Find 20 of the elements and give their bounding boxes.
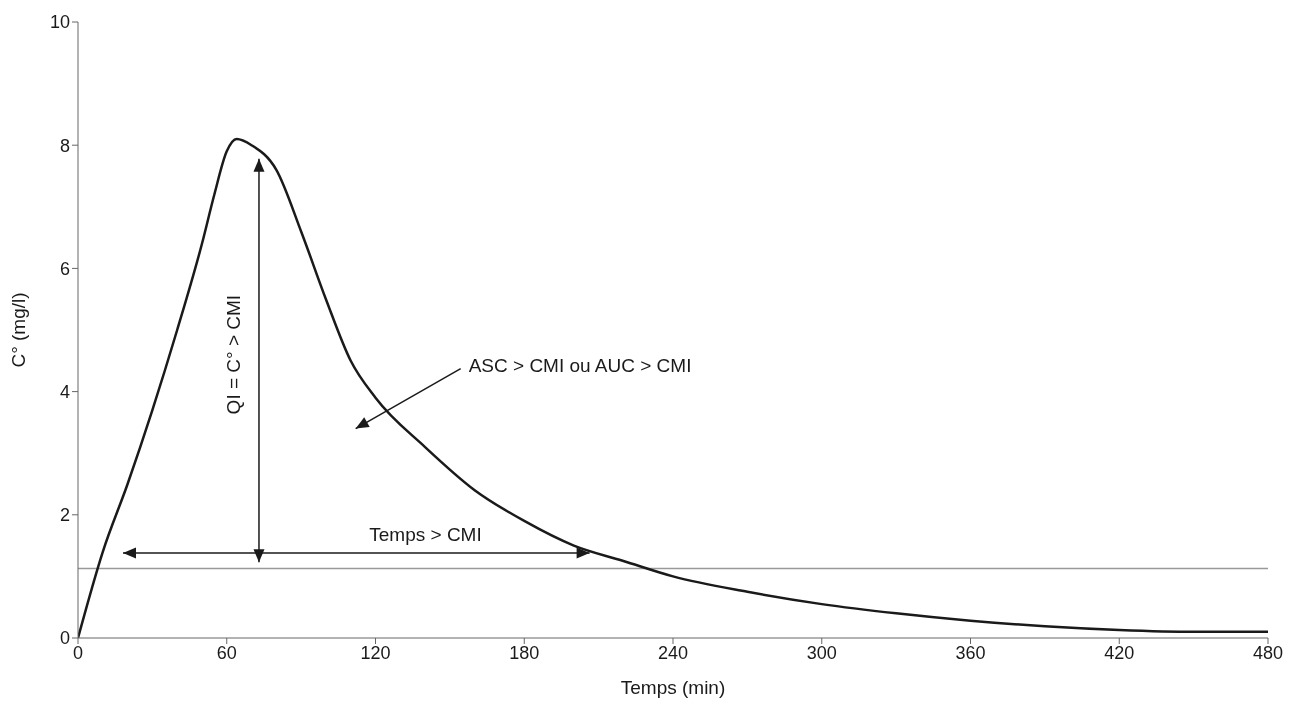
x-tick-label: 240: [657, 642, 689, 663]
x-axis-title: Temps (min): [620, 677, 726, 698]
x-tick-label: 60: [216, 642, 237, 663]
x-tick-label: 120: [360, 642, 391, 663]
annotation: QI = C° > CMI: [222, 294, 244, 415]
x-tick-label: 180: [509, 642, 540, 663]
annotation: Temps > CMI: [369, 523, 482, 545]
y-tick-label: 4: [59, 381, 70, 402]
y-axis-title: C° (mg/l): [7, 292, 29, 368]
x-tick-label: 300: [806, 642, 837, 663]
y-tick-label: 2: [59, 505, 70, 526]
x-tick-label: 420: [1104, 642, 1135, 663]
y-tick-label: 6: [59, 258, 70, 279]
x-tick-label: 480: [1252, 642, 1284, 663]
y-tick-label: 10: [49, 12, 70, 33]
y-tick-label: 0: [59, 628, 70, 649]
annotation: ASC > CMI ou AUC > CMI: [468, 354, 692, 376]
x-tick-label: 0: [72, 642, 84, 663]
y-tick-label: 8: [59, 135, 70, 156]
x-tick-label: 360: [955, 642, 986, 663]
